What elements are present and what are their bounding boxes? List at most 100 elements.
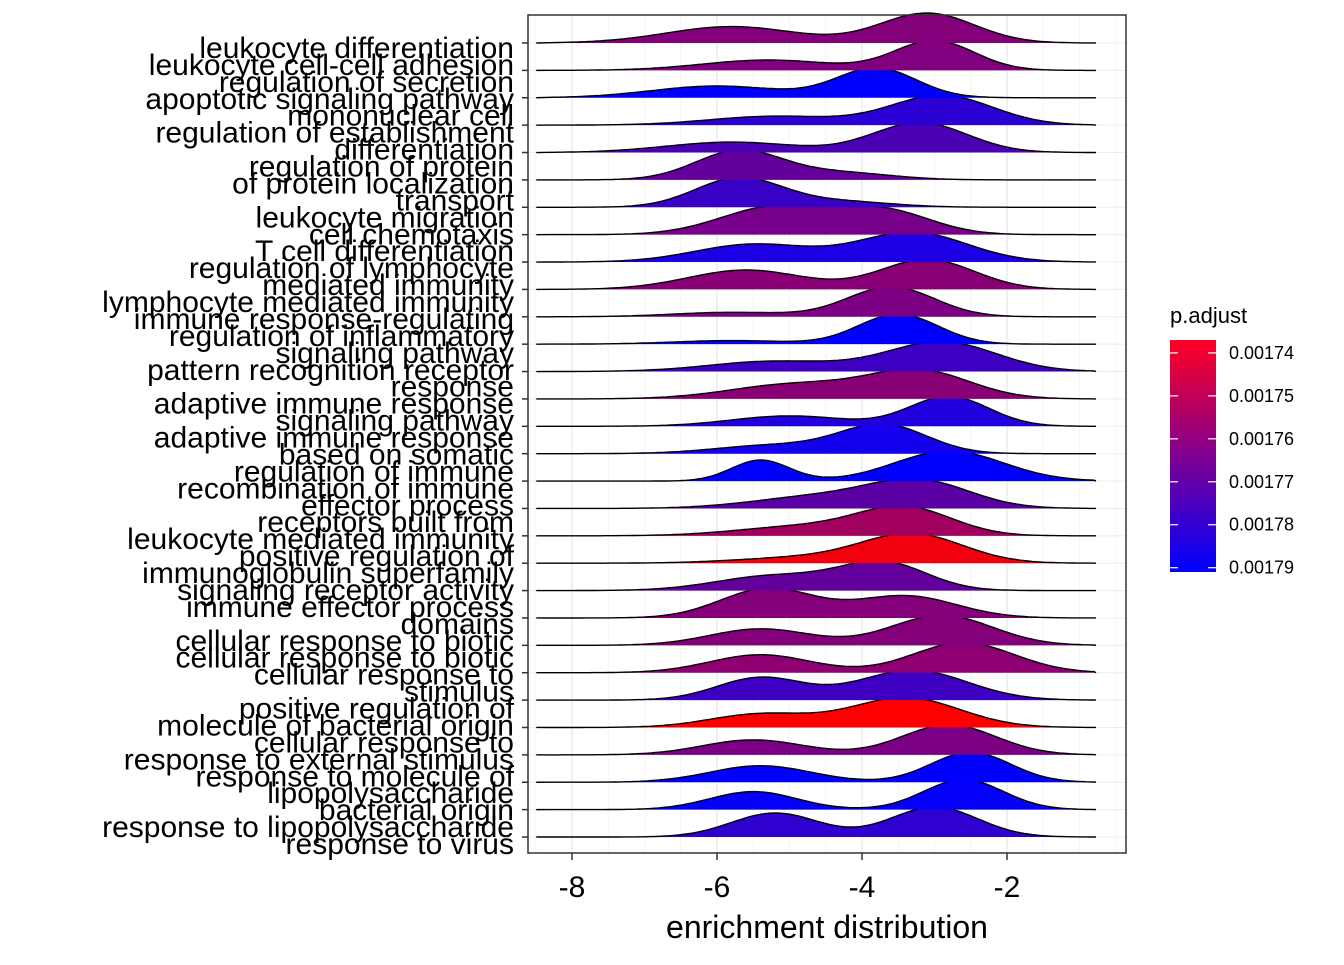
y-tick-label: signaling pathway bbox=[276, 405, 515, 438]
x-tick-label: -4 bbox=[849, 871, 876, 904]
ridge-fill bbox=[550, 67, 1094, 98]
ridge-fill bbox=[550, 122, 1094, 153]
ridge-fill bbox=[550, 286, 1094, 317]
ridge-layer bbox=[536, 12, 1097, 838]
y-tick-label: leukocyte mediated immunity bbox=[127, 523, 514, 556]
ridge-fill bbox=[550, 95, 1094, 126]
ridge-outline bbox=[536, 450, 1097, 482]
ridge-fill bbox=[550, 177, 1094, 208]
ridge-fill bbox=[550, 560, 1094, 591]
ridge-outline bbox=[536, 806, 1096, 838]
ridge-fill bbox=[550, 204, 1094, 235]
ridge-outline bbox=[536, 724, 1097, 756]
legend-tick-label: 0.00175 bbox=[1229, 386, 1294, 406]
y-tick-label: response to molecule of bbox=[195, 760, 514, 793]
y-tick-label: receptors built from bbox=[257, 506, 514, 539]
legend-tick-label: 0.00178 bbox=[1229, 515, 1294, 535]
ridge-fill bbox=[550, 368, 1094, 399]
y-tick-label: cellular response to biotic bbox=[175, 625, 514, 658]
ridge-outline bbox=[536, 286, 1097, 318]
ridge-outline bbox=[536, 231, 1097, 263]
y-tick-label: domains bbox=[401, 608, 514, 641]
ridge-fill bbox=[550, 341, 1094, 372]
y-tick-label: pattern recognition receptor bbox=[147, 354, 514, 387]
y-tick-label: response to lipopolysaccharide bbox=[102, 811, 514, 844]
y-tick-label: transport bbox=[396, 184, 515, 217]
y-tick-label: lipopolysaccharide bbox=[267, 777, 514, 810]
legend-tick-label: 0.00179 bbox=[1229, 558, 1294, 578]
y-tick-label: regulation of secretion bbox=[219, 66, 514, 99]
ridge-fill bbox=[550, 40, 1094, 71]
ridge-outline bbox=[536, 422, 1097, 455]
ridge-fill bbox=[550, 505, 1094, 536]
ridge-outline bbox=[536, 751, 1097, 783]
ridge-fill bbox=[550, 451, 1094, 482]
ridge-outline bbox=[536, 94, 1097, 126]
y-tick-label: immunoglobulin superfamily bbox=[142, 557, 514, 590]
ridge-outline bbox=[536, 669, 1097, 701]
y-tick-label: bacterial origin bbox=[319, 794, 514, 827]
y-tick-label: molecule of bacterial origin bbox=[157, 709, 514, 742]
ridge-fill bbox=[550, 13, 1094, 43]
ridge-outline bbox=[536, 258, 1097, 291]
y-tick-label: leukocyte migration bbox=[256, 201, 514, 234]
legend: p.adjust 0.00174 0.00175 0.00176 0.00177 0.0… bbox=[1170, 303, 1294, 578]
ridge-outline bbox=[536, 149, 1097, 181]
ridge-outline bbox=[536, 176, 1097, 208]
y-tick-label: adaptive immune response bbox=[154, 422, 514, 455]
ridge-outline bbox=[536, 39, 1097, 72]
ridge-fill bbox=[550, 396, 1094, 427]
ridge-outline bbox=[536, 395, 1097, 428]
ridge-outline bbox=[536, 505, 1097, 537]
y-tick-label: mononuclear cell bbox=[287, 100, 514, 133]
y-tick-label: lymphocyte mediated immunity bbox=[102, 286, 514, 319]
ridge-fill bbox=[550, 615, 1094, 646]
y-tick-label: response to virus bbox=[286, 828, 514, 861]
y-tick-label: adaptive immune response bbox=[154, 388, 514, 421]
ridge-fill bbox=[550, 724, 1094, 755]
y-tick-label: cellular response to bbox=[254, 726, 514, 759]
y-tick-label: differentiation bbox=[334, 134, 514, 167]
ridge-outline bbox=[536, 67, 1097, 99]
ridge-fill bbox=[550, 588, 1094, 618]
ridge-outline bbox=[536, 340, 1097, 373]
panel-border bbox=[527, 14, 1127, 854]
y-tick-label: of protein localization bbox=[232, 168, 514, 201]
ridge-fill bbox=[550, 478, 1094, 509]
y-tick-label: immune effector process bbox=[186, 591, 514, 624]
x-tick-label: -8 bbox=[559, 871, 586, 904]
ridge-fill bbox=[550, 314, 1094, 345]
ridge-fill bbox=[550, 232, 1094, 263]
ridge-outline bbox=[536, 12, 1097, 44]
ridge-outline bbox=[536, 778, 1097, 811]
y-tick-label: leukocyte cell-cell adhesion bbox=[149, 49, 514, 82]
ridge-fill bbox=[550, 779, 1094, 810]
y-tick-label: immune response-regulating bbox=[134, 303, 514, 336]
ridge-outline bbox=[536, 696, 1097, 729]
y-tick-label: leukocyte differentiation bbox=[199, 32, 514, 65]
y-tick-label: apoptotic signaling pathway bbox=[145, 83, 514, 116]
y-tick-label: cellular response to biotic bbox=[175, 642, 514, 675]
ridge-outline bbox=[536, 532, 1097, 564]
y-tick-label: positive regulation of bbox=[239, 540, 515, 573]
ridge-fill bbox=[550, 423, 1094, 454]
legend-colorbar bbox=[1170, 340, 1216, 572]
ridge-outline bbox=[536, 614, 1097, 647]
ridge-fill bbox=[550, 807, 1094, 837]
y-tick-label: positive regulation of bbox=[239, 693, 515, 726]
legend-tick-label: 0.00176 bbox=[1229, 429, 1294, 449]
x-axis: -8 -6 -4 -2 bbox=[559, 853, 1020, 904]
y-tick-label: cellular response to bbox=[254, 659, 514, 692]
y-tick-label: based on somatic bbox=[279, 439, 514, 472]
y-tick-label: regulation of establishment bbox=[155, 117, 514, 150]
ridge-outline bbox=[536, 587, 1097, 619]
y-tick-label: cell chemotaxis bbox=[309, 218, 514, 251]
y-tick-label: response to external stimulus bbox=[124, 743, 514, 776]
ridge-fill bbox=[550, 670, 1094, 701]
x-axis-title: enrichment distribution bbox=[666, 909, 988, 945]
y-tick-label: signaling pathway bbox=[276, 337, 515, 370]
ridge-fill bbox=[550, 752, 1094, 783]
ridge-outline bbox=[536, 368, 1097, 400]
